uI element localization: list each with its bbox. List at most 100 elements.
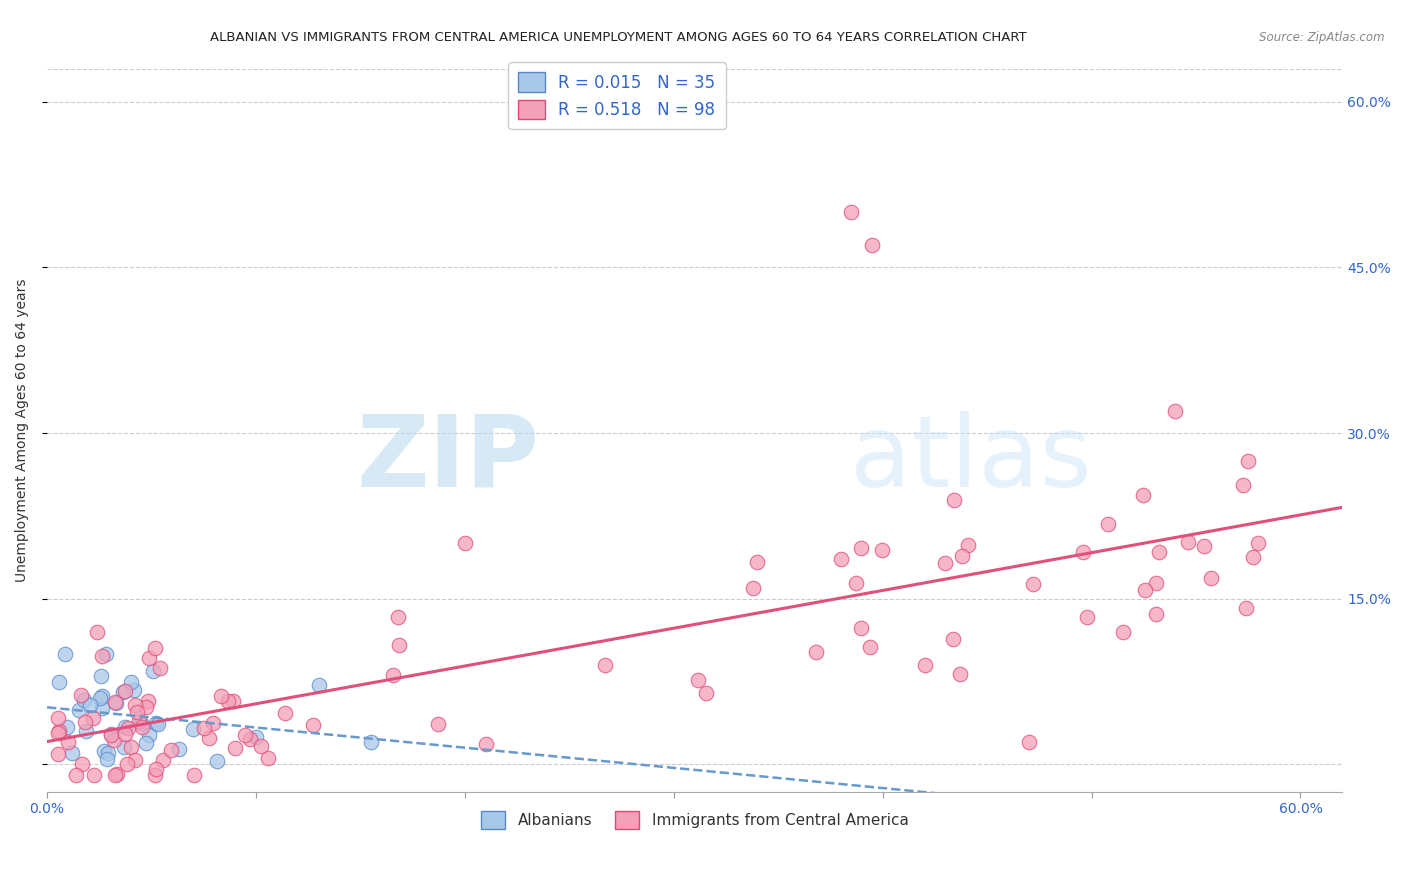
Point xyxy=(75,714,97,729)
Point xyxy=(56,720,79,734)
Point xyxy=(1135,583,1157,598)
Point xyxy=(146,717,169,731)
Point xyxy=(83,768,105,782)
Point xyxy=(120,740,142,755)
Point xyxy=(181,722,204,736)
Point xyxy=(48,723,70,738)
Point xyxy=(1146,607,1168,621)
Point xyxy=(89,690,111,705)
Y-axis label: Unemployment Among Ages 60 to 64 years: Unemployment Among Ages 60 to 64 years xyxy=(15,278,30,582)
Point xyxy=(124,754,146,768)
Point xyxy=(454,536,477,550)
Text: ALBANIAN VS IMMIGRANTS FROM CENTRAL AMERICA UNEMPLOYMENT AMONG AGES 60 TO 64 YEA: ALBANIAN VS IMMIGRANTS FROM CENTRAL AMER… xyxy=(211,31,1026,45)
Point xyxy=(90,690,112,704)
Point xyxy=(209,690,232,704)
Text: ZIP: ZIP xyxy=(356,410,540,508)
Point xyxy=(79,698,101,712)
Point xyxy=(695,686,717,700)
Point xyxy=(60,746,83,760)
Point xyxy=(114,684,136,698)
Point xyxy=(202,716,225,731)
Point xyxy=(125,706,148,720)
Point xyxy=(849,541,872,556)
Point xyxy=(1234,600,1257,615)
Legend: Albanians, Immigrants from Central America: Albanians, Immigrants from Central Ameri… xyxy=(475,805,915,835)
Point xyxy=(593,657,616,672)
Point xyxy=(104,695,127,709)
Point xyxy=(1076,609,1098,624)
Point xyxy=(129,716,152,731)
Point xyxy=(105,696,128,710)
Point xyxy=(53,647,76,661)
Point xyxy=(167,742,190,756)
Point xyxy=(138,694,160,708)
Point xyxy=(97,746,120,760)
Point xyxy=(250,739,273,753)
Point xyxy=(48,674,70,689)
Point xyxy=(257,751,280,765)
Point xyxy=(1018,735,1040,749)
Point xyxy=(86,624,108,639)
Point xyxy=(1237,453,1260,467)
Point xyxy=(849,621,872,635)
Point xyxy=(143,768,166,782)
Point xyxy=(135,700,157,714)
Point xyxy=(135,736,157,750)
Point xyxy=(1177,534,1199,549)
Point xyxy=(91,649,114,664)
Point xyxy=(914,658,936,673)
Point xyxy=(302,718,325,732)
Point xyxy=(934,557,956,571)
Point xyxy=(114,720,136,734)
Point xyxy=(1022,577,1045,591)
Point xyxy=(70,756,93,771)
Point xyxy=(1247,536,1270,550)
Point xyxy=(1097,516,1119,531)
Point xyxy=(387,610,409,624)
Point xyxy=(1241,549,1264,564)
Point xyxy=(1232,477,1254,491)
Point xyxy=(100,727,122,741)
Point xyxy=(131,720,153,734)
Point xyxy=(427,716,450,731)
Point xyxy=(1144,575,1167,590)
Point xyxy=(138,651,160,665)
Point xyxy=(233,728,256,742)
Point xyxy=(387,638,409,652)
Point xyxy=(124,698,146,713)
Point xyxy=(222,694,245,708)
Point xyxy=(75,723,97,738)
Point xyxy=(688,673,710,687)
Point xyxy=(145,640,167,655)
Point xyxy=(1201,572,1223,586)
Point xyxy=(152,753,174,767)
Point xyxy=(859,640,882,655)
Point xyxy=(46,747,69,761)
Point xyxy=(138,728,160,742)
Point xyxy=(217,694,239,708)
Point xyxy=(830,551,852,566)
Point xyxy=(245,730,267,744)
Point xyxy=(950,549,973,563)
Point xyxy=(93,744,115,758)
Point xyxy=(274,706,297,720)
Point xyxy=(860,238,883,252)
Point xyxy=(870,543,893,558)
Point xyxy=(193,721,215,735)
Point xyxy=(120,675,142,690)
Point xyxy=(114,727,136,741)
Point xyxy=(82,710,104,724)
Point xyxy=(745,555,768,569)
Point xyxy=(205,755,228,769)
Point xyxy=(308,677,330,691)
Point xyxy=(239,731,262,746)
Point xyxy=(96,751,118,765)
Point xyxy=(65,768,87,782)
Point xyxy=(806,645,828,659)
Point xyxy=(117,757,139,772)
Point xyxy=(105,766,128,780)
Point xyxy=(160,742,183,756)
Point xyxy=(474,737,496,751)
Point xyxy=(72,693,94,707)
Point xyxy=(1071,545,1094,559)
